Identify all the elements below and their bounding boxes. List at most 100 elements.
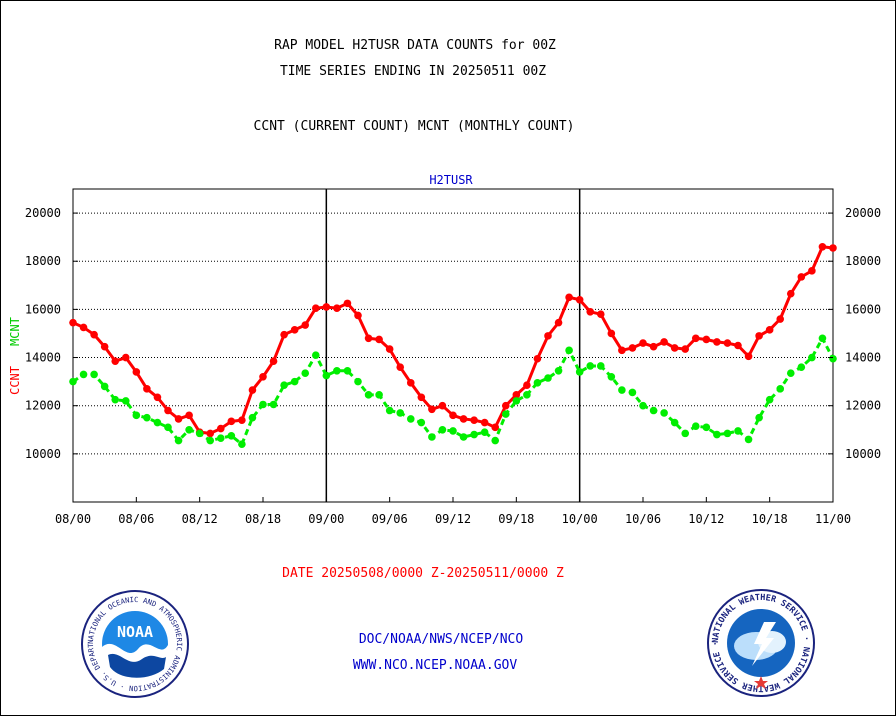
data-point-ccnt [480,418,489,427]
y-tick-label-right: 16000 [845,302,881,316]
data-point-mcnt [227,431,236,440]
data-point-mcnt [786,369,795,377]
data-point-mcnt [480,428,489,436]
data-point-mcnt [438,425,447,434]
data-point-mcnt [216,434,225,442]
data-point-mcnt [491,436,500,445]
data-point-ccnt [396,363,405,371]
data-point-mcnt [755,413,763,422]
data-point-mcnt [143,413,151,422]
data-point-ccnt [491,423,500,432]
data-point-ccnt [501,401,510,410]
data-point-mcnt [333,366,341,375]
data-point-mcnt [164,423,172,432]
data-point-ccnt [90,330,98,339]
data-point-mcnt [364,391,373,399]
data-point-mcnt [449,427,457,435]
data-point-ccnt [121,353,130,362]
x-tick-label: 09/06 [372,512,408,526]
data-point-ccnt [238,416,246,424]
data-point-mcnt [343,366,352,375]
wave-shape [108,653,166,678]
data-point-ccnt [449,411,457,420]
noaa-logo: NATIONAL OCEANIC AND ATMOSPHERIC ADMINIS… [80,589,189,698]
data-point-ccnt [406,379,415,387]
y-tick-label-right: 18000 [845,254,881,268]
data-point-mcnt [702,423,711,432]
data-point-ccnt [670,344,679,352]
data-point-ccnt [618,346,626,355]
data-point-mcnt [111,395,120,404]
data-point-ccnt [364,334,373,343]
y-tick-label-left: 10000 [25,447,61,461]
data-point-mcnt [238,440,246,449]
x-tick-label: 09/00 [308,512,344,526]
x-tick-label: 08/00 [55,512,91,526]
data-point-ccnt [301,321,310,329]
data-point-ccnt [69,318,77,327]
x-tick-label: 08/18 [245,512,281,526]
data-point-mcnt [713,430,721,439]
y-tick-label-right: 10000 [845,447,881,461]
data-point-mcnt [544,374,552,382]
x-tick-label: 10/12 [688,512,724,526]
x-tick-label: 08/06 [118,512,154,526]
data-point-ccnt [248,386,257,394]
data-point-ccnt [649,342,658,351]
x-tick-label: 10/18 [752,512,788,526]
y-tick-label-left: 16000 [25,302,61,316]
data-point-mcnt [280,381,288,390]
data-point-mcnt [628,388,637,397]
data-point-mcnt [428,433,436,441]
data-point-mcnt [575,368,584,376]
x-tick-label: 10/00 [562,512,598,526]
data-point-mcnt [385,406,394,415]
y-tick-label-left: 18000 [25,254,61,268]
data-point-ccnt [533,354,542,363]
data-point-ccnt [143,385,151,393]
x-tick-label: 10/06 [625,512,661,526]
data-point-ccnt [660,338,668,346]
data-point-ccnt [343,299,352,308]
chart-title: H2TUSR [429,173,473,187]
data-point-mcnt [723,429,732,438]
data-point-mcnt [523,391,531,399]
nws-logo: NATIONAL WEATHER SERVICE · NATIONAL WEAT… [707,589,815,697]
data-point-mcnt [596,362,605,370]
data-point-ccnt [269,357,278,365]
data-point-ccnt [565,293,573,302]
data-point-mcnt [259,400,267,409]
data-point-ccnt [776,315,785,323]
data-point-mcnt [79,370,88,379]
data-point-ccnt [544,332,552,340]
y-axis-label-ccnt: CCNT [8,366,22,395]
data-point-mcnt [776,385,785,393]
data-point-mcnt [417,418,426,427]
data-point-mcnt [512,397,521,405]
data-point-ccnt [723,339,732,347]
data-point-ccnt [586,307,595,316]
data-point-ccnt [808,267,816,275]
data-point-ccnt [132,368,141,376]
data-point-ccnt [691,334,700,343]
y-tick-label-right: 12000 [845,399,881,413]
header-title-line-2: TIME SERIES ENDING IN 20250511 00Z [279,64,547,79]
data-point-mcnt [691,422,700,430]
data-point-ccnt [259,373,267,381]
data-point-ccnt [153,393,162,402]
y-tick-label-left: 14000 [25,351,61,365]
data-point-mcnt [586,362,595,370]
data-point-ccnt [681,345,690,353]
data-point-ccnt [185,411,193,420]
header-legend-description: CCNT (CURRENT COUNT) MCNT (MONTHLY COUNT… [253,119,575,134]
data-point-mcnt [808,353,816,362]
website-url-label: WWW.NCO.NCEP.NOAA.GOV [352,658,518,673]
data-point-ccnt [797,273,806,281]
data-point-ccnt [765,326,774,334]
data-point-mcnt [311,351,320,359]
data-point-mcnt [354,377,362,386]
data-point-ccnt [628,344,637,352]
data-point-mcnt [132,411,141,420]
data-point-mcnt [639,401,647,410]
series-mcnt [69,334,837,449]
